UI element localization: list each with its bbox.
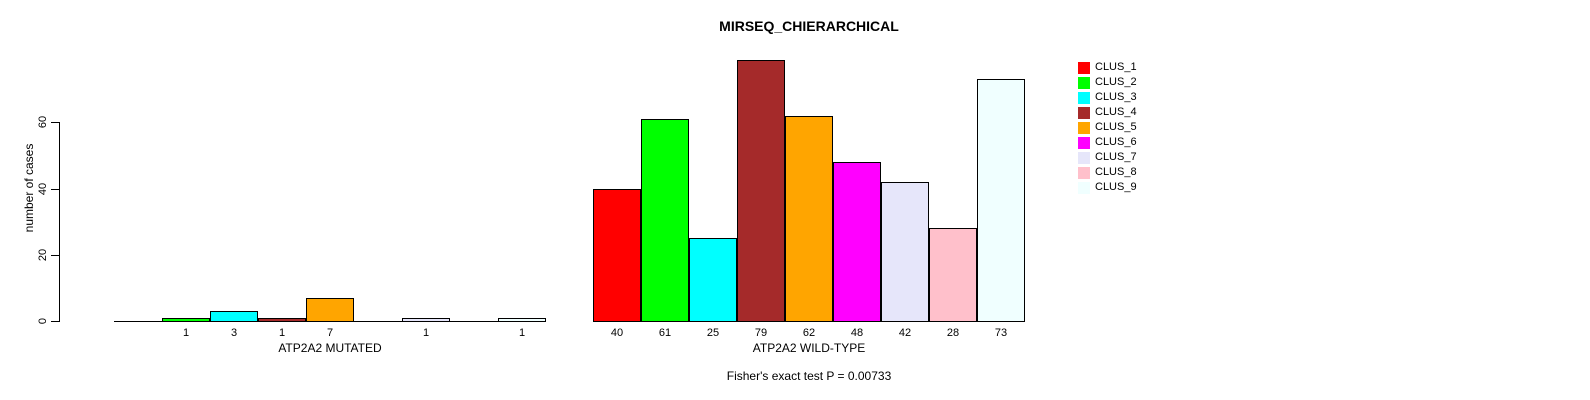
y-axis-tick-label: 40	[37, 182, 49, 196]
bar-value-label: 7	[326, 327, 334, 339]
legend-item: CLUS_7	[1078, 150, 1137, 165]
bar-value-label: 62	[802, 327, 816, 339]
legend-label: CLUS_5	[1095, 121, 1137, 133]
legend-item: CLUS_3	[1078, 90, 1137, 105]
legend-swatch-icon	[1078, 166, 1090, 179]
bar-CLUS_3	[689, 238, 737, 322]
bar-value-label: 1	[518, 327, 526, 339]
bar-CLUS_5	[785, 116, 833, 322]
bar-CLUS_9	[498, 318, 546, 322]
bar-CLUS_9	[977, 79, 1025, 322]
bar-CLUS_7	[402, 318, 450, 322]
legend-label: CLUS_2	[1095, 76, 1137, 88]
bar-CLUS_3	[210, 311, 258, 322]
legend-swatch-icon	[1078, 61, 1090, 74]
bar-CLUS_6	[833, 162, 881, 322]
legend-swatch-icon	[1078, 136, 1090, 149]
bar-CLUS_4	[737, 60, 785, 322]
bar-value-label: 40	[610, 327, 624, 339]
bar-value-label: 42	[898, 327, 912, 339]
legend-swatch-icon	[1078, 121, 1090, 134]
bar-value-label: 79	[754, 327, 768, 339]
legend-swatch-icon	[1078, 181, 1090, 194]
bar-value-label: 25	[706, 327, 720, 339]
bar-CLUS_8	[929, 228, 977, 322]
bar-value-label: 3	[230, 327, 238, 339]
bar-CLUS_1	[593, 189, 641, 322]
fisher-test-annotation: Fisher's exact test P = 0.00733	[726, 369, 892, 383]
legend-label: CLUS_6	[1095, 136, 1137, 148]
bar-CLUS_7	[881, 182, 929, 322]
y-axis-line	[59, 122, 60, 322]
bar-value-label: 48	[850, 327, 864, 339]
y-axis-tick-label: 20	[37, 248, 49, 262]
legend-swatch-icon	[1078, 151, 1090, 164]
y-axis-tick	[51, 122, 59, 123]
bar-CLUS_2	[162, 318, 210, 322]
bar-CLUS_4	[258, 318, 306, 322]
bar-value-label: 1	[278, 327, 286, 339]
legend-label: CLUS_4	[1095, 106, 1137, 118]
group-label: ATP2A2 WILD-TYPE	[752, 341, 866, 355]
chart-title: MIRSEQ_CHIERARCHICAL	[719, 18, 899, 34]
legend-label: CLUS_1	[1095, 61, 1137, 73]
legend-label: CLUS_9	[1095, 181, 1137, 193]
legend-item: CLUS_4	[1078, 105, 1137, 120]
legend-label: CLUS_3	[1095, 91, 1137, 103]
legend-item: CLUS_8	[1078, 165, 1137, 180]
legend-item: CLUS_9	[1078, 180, 1137, 195]
legend-item: CLUS_6	[1078, 135, 1137, 150]
legend: CLUS_1 CLUS_2 CLUS_3 CLUS_4 CLUS_5 CLUS_6 CLUS…	[1078, 60, 1137, 195]
bar-value-label: 73	[994, 327, 1008, 339]
y-axis-tick	[51, 189, 59, 190]
bar-value-label: 1	[422, 327, 430, 339]
bar-value-label: 1	[182, 327, 190, 339]
legend-swatch-icon	[1078, 76, 1090, 89]
legend-swatch-icon	[1078, 106, 1090, 119]
legend-item: CLUS_2	[1078, 75, 1137, 90]
y-axis-tick-label: 0	[37, 317, 49, 325]
bar-value-label: 28	[946, 327, 960, 339]
group-label: ATP2A2 MUTATED	[278, 341, 382, 355]
y-axis-tick	[51, 255, 59, 256]
y-axis-tick-label: 60	[37, 115, 49, 129]
bar-value-label: 61	[658, 327, 672, 339]
y-axis-tick	[51, 321, 59, 322]
legend-label: CLUS_7	[1095, 151, 1137, 163]
legend-label: CLUS_8	[1095, 166, 1137, 178]
legend-swatch-icon	[1078, 91, 1090, 104]
bar-CLUS_5	[306, 298, 354, 322]
legend-item: CLUS_5	[1078, 120, 1137, 135]
legend-item: CLUS_1	[1078, 60, 1137, 75]
bar-CLUS_2	[641, 119, 689, 322]
